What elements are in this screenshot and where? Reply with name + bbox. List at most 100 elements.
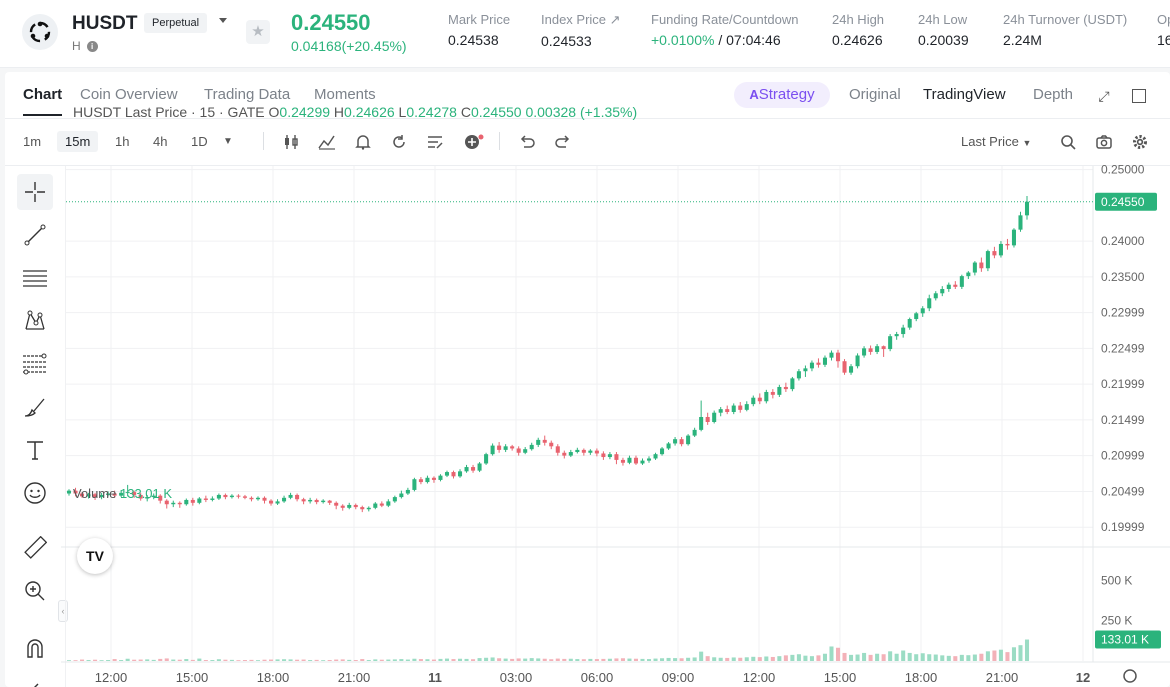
fib-tool-icon[interactable] [17,346,53,382]
candle-body [1011,229,1016,246]
volume-bar [236,660,241,661]
candle-body [431,477,436,480]
replay-icon[interactable] [390,134,408,150]
legend-high: 0.24626 [344,104,395,120]
emoji-tool-icon[interactable] [17,475,53,511]
volume-bar [751,656,756,661]
candle-body [262,497,267,501]
volume-bar [744,657,749,661]
volume-bar [673,658,678,661]
price-change: 0.04168(+20.45%) [291,38,407,54]
tab-chart[interactable]: Chart [23,86,63,103]
candle-body [295,494,300,500]
strategy-button[interactable]: AStrategy [734,82,830,108]
crosshair-tool-icon[interactable] [17,174,53,210]
volume-bar [705,656,710,661]
price-type-select[interactable]: Last Price ▼ [961,134,1031,149]
candle-body [288,494,293,498]
interval-1m[interactable]: 1m [23,134,42,149]
volume-bar [321,660,326,661]
time-tick-label: 09:00 [662,670,695,685]
undo-icon[interactable] [518,134,536,150]
current-volume-tag [1095,630,1161,649]
candle-body [738,405,743,410]
candle-body [405,489,410,494]
candle-body [112,493,117,496]
zoom-in-tool-icon[interactable] [17,573,53,609]
candle-body [744,404,749,410]
redo-icon[interactable] [554,134,572,150]
pattern-tool-icon[interactable] [17,303,53,339]
candle-type-icon[interactable] [282,134,300,150]
volume-bar [699,651,704,661]
candle-body [914,313,919,320]
interval-15m[interactable]: 15m [57,131,99,152]
candle-body [783,386,788,390]
tab-moments[interactable]: Moments [314,86,376,103]
candle-body [93,494,98,498]
ruler-tool-icon[interactable] [17,530,53,566]
volume-bar [438,658,443,661]
templates-icon[interactable] [426,134,444,150]
text-tool-icon[interactable] [17,432,53,468]
interval-4h[interactable]: 4h [153,134,168,149]
volume-bar [451,659,456,661]
candle-body [484,454,489,464]
candle-body [471,467,476,471]
info-icon[interactable]: i [86,40,98,52]
volume-bar [458,658,463,661]
fullscreen-icon[interactable]: ⤢ [1098,88,1110,104]
candle-body [757,397,762,402]
price-type-dropdown-icon: ▼ [1022,138,1032,148]
candle-body [353,504,358,508]
chart-grid [66,166,1093,661]
camera-icon[interactable] [1095,134,1113,150]
interval-1d[interactable]: 1D [191,134,208,149]
view-depth[interactable]: Depth [1033,86,1074,103]
window-icon[interactable] [1132,89,1146,103]
stat-index-price[interactable]: Index Price ↗ 0.24533 [541,12,621,49]
toolbar-separator [499,132,500,150]
tradingview-logo[interactable]: TV [77,538,113,574]
volume-bar [177,659,182,661]
horizontal-lines-tool-icon[interactable] [17,260,53,296]
volume-bar [484,657,489,661]
trend-line-tool-icon[interactable] [17,217,53,253]
interval-1h[interactable]: 1h [115,134,130,149]
legend-l-label: L [398,104,407,120]
time-tick-label: 11 [428,670,442,685]
indicators-icon[interactable] [318,134,336,150]
search-icon[interactable] [1059,134,1077,150]
candle-body [249,497,254,500]
candle-body [360,507,365,510]
brush-tool-icon[interactable] [17,389,53,425]
candle-body [255,497,261,500]
candle-body [223,494,228,498]
settings-gear-icon[interactable] [1131,134,1149,150]
volume-bar [679,658,684,661]
collapse-toolbar-icon[interactable]: ‹ [58,600,68,622]
funding-countdown: / 07:04:46 [714,32,781,48]
candle-body [1024,201,1030,216]
candle-body [985,251,990,269]
symbol-name[interactable]: HUSDT [72,13,138,34]
alert-icon[interactable] [354,134,372,150]
tab-coin-overview[interactable]: Coin Overview [80,86,178,103]
interval-dropdown-icon[interactable]: ▼ [223,136,233,147]
stat-label: Funding Rate/Countdown [651,12,799,27]
add-indicator-icon[interactable] [464,134,484,150]
view-tradingview[interactable]: TradingView [923,86,1006,103]
tab-trading-data[interactable]: Trading Data [204,86,291,103]
favorite-star-icon[interactable]: ★ [246,20,270,44]
volume-bar [1024,639,1030,661]
lock-drawings-tool-icon[interactable] [17,672,53,687]
candle-body [673,439,678,444]
candle-body [614,454,619,460]
symbol-dropdown-icon[interactable] [219,18,227,23]
chart-panel: Chart Coin Overview Trading Data Moments… [5,72,1170,687]
candle-body [164,500,169,505]
view-original[interactable]: Original [849,86,901,103]
magnet-tool-icon[interactable] [17,630,53,666]
candle-body [80,493,85,497]
